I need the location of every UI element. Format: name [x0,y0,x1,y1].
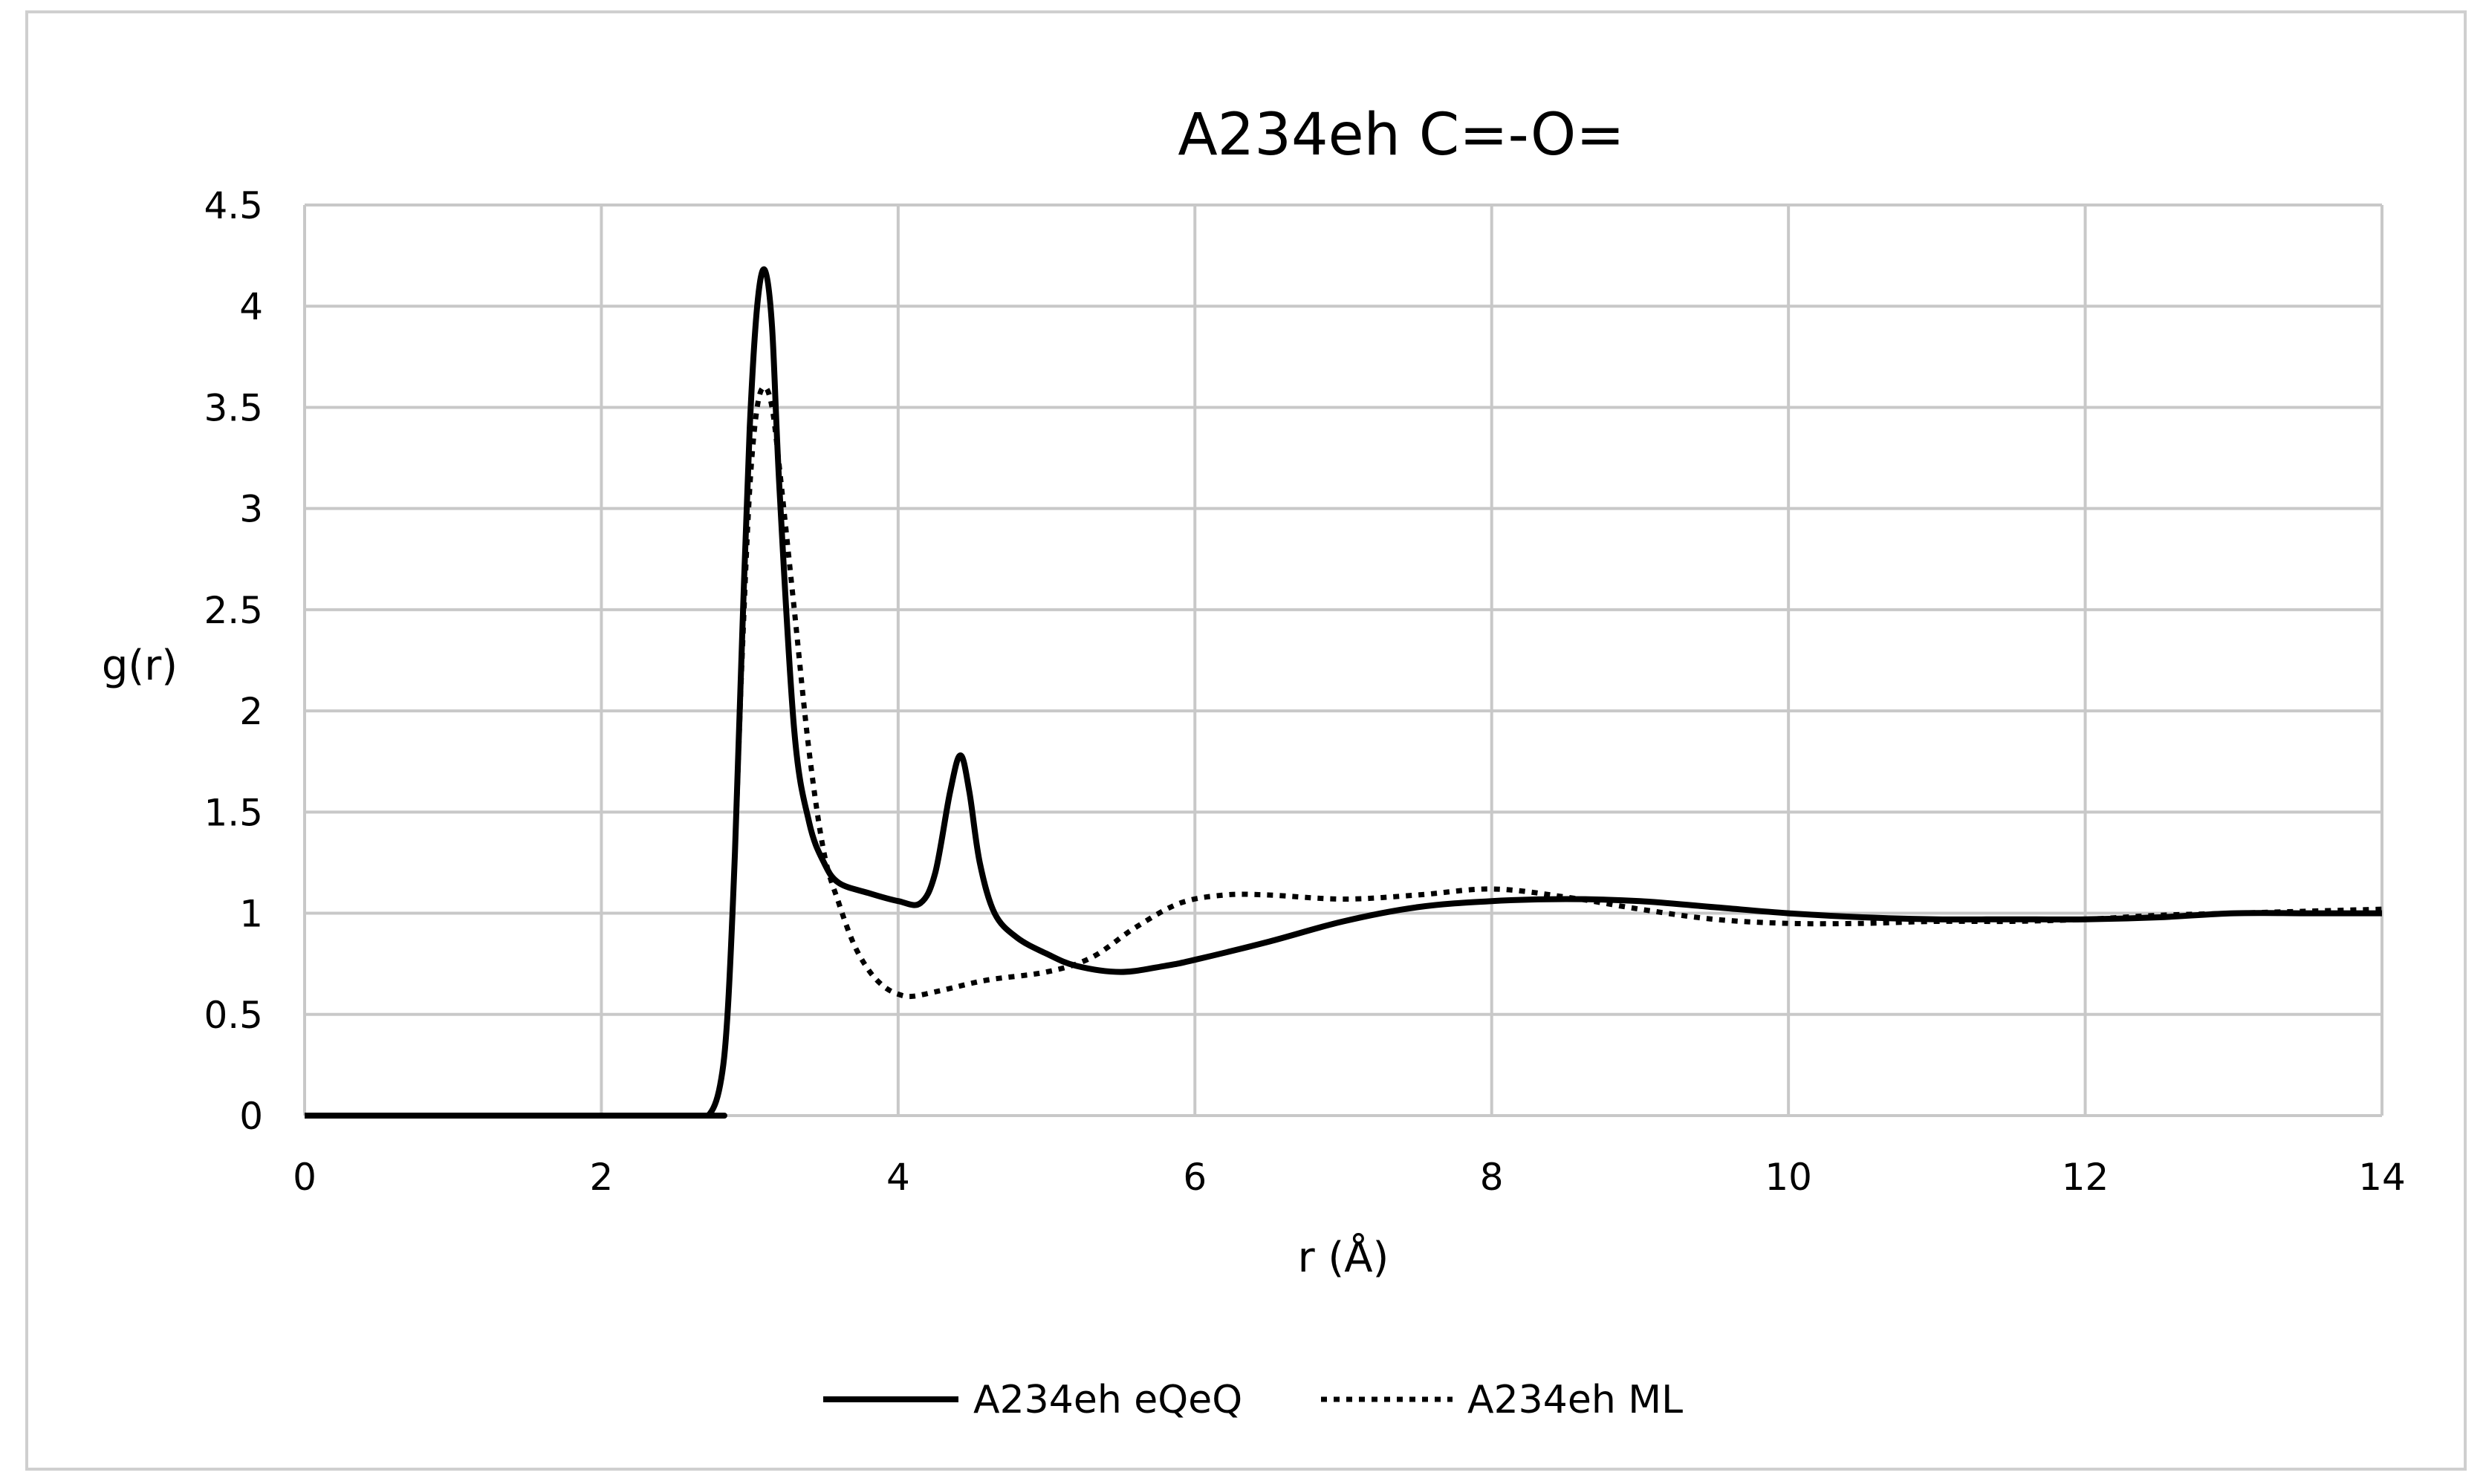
y-tick-label: 2 [239,690,263,733]
y-tick-label: 4 [239,285,263,328]
x-tick-label: 6 [1183,1156,1207,1199]
x-tick-label: 10 [1765,1156,1812,1199]
y-tick-label: 0 [239,1095,263,1138]
y-axis-label: g(r) [102,642,178,690]
grid-layer [303,204,2383,1117]
chart-frame [25,10,2467,1471]
x-tick-label: 4 [886,1156,910,1199]
legend: A234eh eQeQ A234eh ML [823,1378,1683,1422]
y-tick-label: 1.5 [204,791,263,834]
y-axis-ticks: 0 0.5 1 1.5 2 2.5 3 3.5 4 4.5 [204,184,263,1138]
x-axis-ticks: 0 2 4 6 8 10 12 14 [293,1156,2406,1199]
series-layer [305,266,2383,1119]
y-tick-label: 2.5 [204,589,263,632]
y-tick-label: 3.5 [204,386,263,429]
series-line-eqeq [305,266,2382,1119]
x-tick-label: 14 [2358,1156,2406,1199]
y-tick-label: 1 [239,893,263,936]
y-tick-label: 3 [239,488,263,531]
x-tick-label: 2 [590,1156,614,1199]
y-tick-label: 4.5 [204,184,263,227]
x-tick-label: 0 [293,1156,317,1199]
series-line-ml [305,384,2383,1119]
legend-label-eqeq: A234eh eQeQ [973,1378,1242,1422]
x-tick-label: 8 [1480,1156,1504,1199]
x-tick-label: 12 [2062,1156,2109,1199]
legend-label-ml: A234eh ML [1467,1378,1683,1422]
y-tick-label: 0.5 [204,994,263,1037]
chart-title: A234eh C=-O= [1178,102,1624,169]
x-axis-label: r (Å) [1298,1233,1389,1282]
